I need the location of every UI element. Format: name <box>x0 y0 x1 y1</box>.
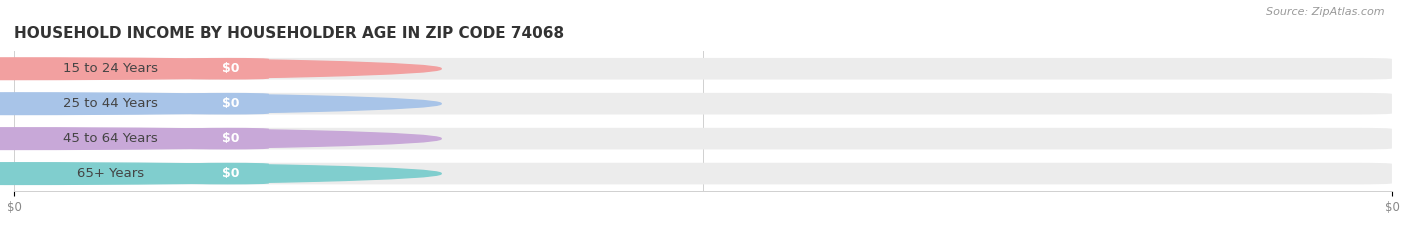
Text: Source: ZipAtlas.com: Source: ZipAtlas.com <box>1267 7 1385 17</box>
FancyBboxPatch shape <box>14 128 1392 150</box>
Circle shape <box>0 128 441 150</box>
Text: 45 to 64 Years: 45 to 64 Years <box>63 132 157 145</box>
FancyBboxPatch shape <box>186 163 269 185</box>
Text: 15 to 24 Years: 15 to 24 Years <box>63 62 157 75</box>
Text: $0: $0 <box>222 97 240 110</box>
FancyBboxPatch shape <box>14 128 193 150</box>
Text: $0: $0 <box>222 132 240 145</box>
Text: $0: $0 <box>222 62 240 75</box>
Text: HOUSEHOLD INCOME BY HOUSEHOLDER AGE IN ZIP CODE 74068: HOUSEHOLD INCOME BY HOUSEHOLDER AGE IN Z… <box>14 27 564 41</box>
FancyBboxPatch shape <box>14 93 193 115</box>
Text: 65+ Years: 65+ Years <box>77 167 143 180</box>
FancyBboxPatch shape <box>14 163 193 185</box>
FancyBboxPatch shape <box>14 58 1392 80</box>
FancyBboxPatch shape <box>186 93 269 115</box>
Circle shape <box>0 163 441 185</box>
FancyBboxPatch shape <box>186 58 269 80</box>
FancyBboxPatch shape <box>186 128 269 150</box>
Circle shape <box>0 93 441 115</box>
FancyBboxPatch shape <box>14 58 193 80</box>
Text: 25 to 44 Years: 25 to 44 Years <box>63 97 157 110</box>
Text: $0: $0 <box>222 167 240 180</box>
FancyBboxPatch shape <box>14 163 1392 185</box>
FancyBboxPatch shape <box>14 93 1392 115</box>
Circle shape <box>0 58 441 80</box>
